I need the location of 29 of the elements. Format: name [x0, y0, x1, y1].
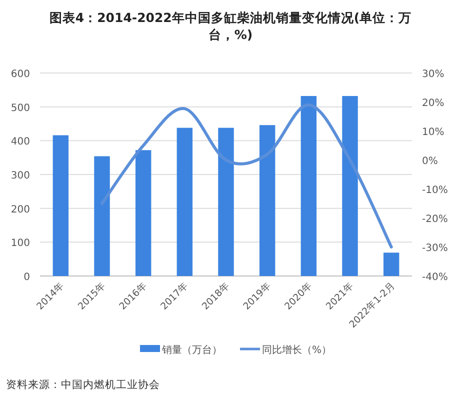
bar: [218, 128, 234, 276]
y-tick-label: 300: [10, 170, 30, 182]
y2-tick-label: 30%: [422, 69, 444, 80]
y-tick-label: 200: [10, 204, 30, 216]
y-tick-label: 100: [10, 238, 30, 250]
legend-label: 同比增长（%）: [262, 344, 332, 356]
bar: [135, 150, 152, 276]
y-tick-label: 0: [24, 272, 30, 283]
bar: [52, 135, 69, 276]
bar: [300, 96, 317, 276]
y-tick-label: 400: [10, 136, 30, 148]
bar: [94, 156, 110, 276]
y2-tick-label: -20%: [422, 214, 448, 225]
y2-tick-label: 20%: [422, 98, 444, 109]
line-series: [100, 103, 393, 248]
bar: [176, 128, 193, 276]
bar: [342, 96, 358, 276]
y2-tick-label: 0%: [422, 156, 438, 167]
text: 资料来源：中国内燃机工业协会: [6, 378, 160, 391]
y2-tick-label: -10%: [422, 185, 448, 196]
y2-tick-label: 10%: [422, 127, 444, 138]
legend-label: 销量（万台）: [161, 344, 222, 356]
y2-tick-label: -30%: [422, 243, 448, 254]
y2-tick-label: -40%: [422, 272, 448, 283]
bar: [383, 252, 400, 276]
bar: [259, 125, 276, 276]
y-tick-label: 500: [10, 102, 30, 114]
y-tick-label: 600: [10, 69, 30, 80]
chart-title: 图表4：2014-2022年中国多缸柴油机销量变化情况(单位：万台，%): [49, 10, 412, 42]
